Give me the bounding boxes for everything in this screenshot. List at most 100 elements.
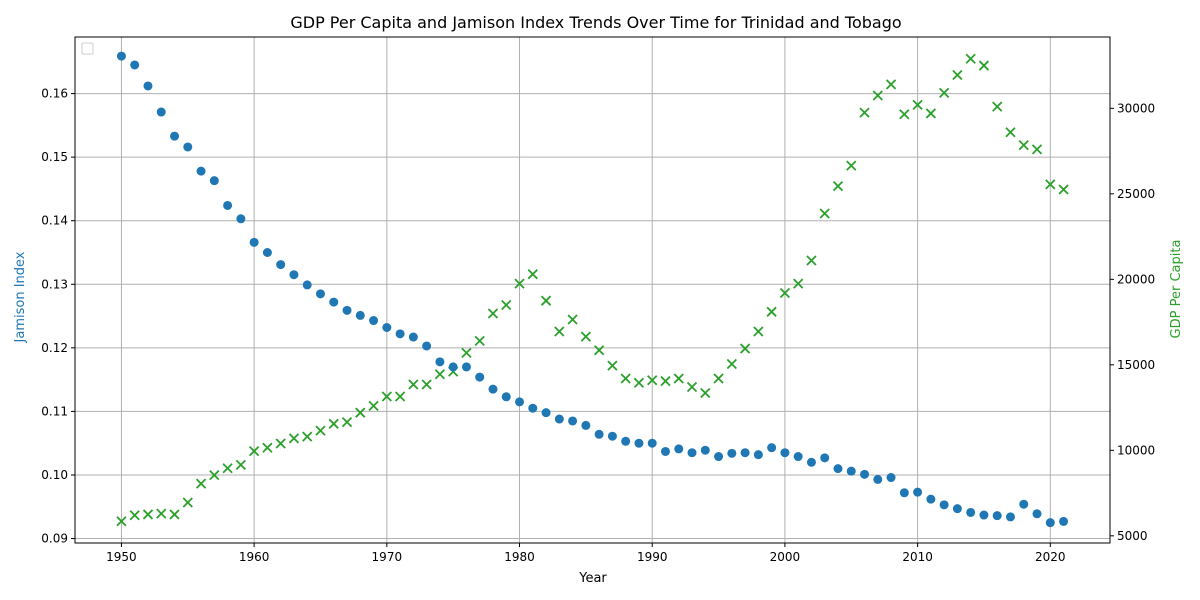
- jamison-point: [727, 448, 737, 458]
- jamison-point: [846, 466, 856, 476]
- jamison-point: [1019, 499, 1029, 509]
- jamison-point: [979, 510, 989, 520]
- y-left-tick-label: 0.16: [41, 87, 68, 101]
- jamison-point: [634, 438, 644, 448]
- gdp-point: [554, 326, 565, 337]
- y-axis-right: 5000 10000 15000 20000 25000 30000: [1110, 101, 1155, 543]
- gdp-point: [156, 508, 167, 519]
- gdp-point: [527, 269, 538, 280]
- x-axis-label: Year: [578, 571, 607, 586]
- jamison-point: [687, 448, 697, 458]
- gdp-point: [846, 160, 857, 171]
- y-right-tick-label: 5000: [1117, 529, 1148, 543]
- gdp-point: [885, 79, 897, 90]
- gdp-point: [461, 347, 472, 358]
- gdp-point: [355, 407, 366, 418]
- jamison-point: [302, 280, 312, 290]
- gdp-point: [700, 387, 711, 399]
- gdp-point: [487, 308, 499, 319]
- gdp-point: [593, 345, 605, 356]
- gdp-point: [806, 255, 817, 266]
- gdp-point: [328, 418, 339, 429]
- gdp-point: [474, 335, 485, 347]
- gdp-point: [262, 442, 273, 453]
- gdp-point: [938, 87, 950, 99]
- jamison-point: [647, 438, 657, 448]
- gdp-point: [341, 416, 353, 428]
- jamison-point: [806, 457, 816, 467]
- legend-box: [81, 42, 94, 55]
- x-tick-label: 1980: [504, 550, 535, 564]
- jamison-point: [714, 452, 724, 462]
- jamison-point: [913, 487, 923, 497]
- jamison-point: [939, 500, 949, 510]
- gdp-point: [248, 446, 260, 457]
- jamison-point: [886, 473, 896, 483]
- gdp-point: [620, 373, 631, 384]
- gdp-point: [408, 379, 419, 390]
- jamison-point: [966, 507, 976, 517]
- y-right-tick-label: 20000: [1117, 272, 1155, 286]
- jamison-point: [952, 504, 962, 514]
- gdp-per-capita-series: [116, 53, 1069, 527]
- jamison-point: [422, 341, 432, 351]
- gdp-point: [925, 108, 937, 119]
- jamison-point: [528, 403, 538, 413]
- gdp-point: [1031, 144, 1043, 155]
- jamison-point: [116, 51, 126, 61]
- jamison-point: [289, 270, 299, 280]
- x-tick-label: 1990: [637, 550, 668, 564]
- jamison-point: [1045, 518, 1055, 528]
- gdp-point: [992, 101, 1003, 112]
- gdp-point: [633, 377, 645, 388]
- y-axis-right-label: GDP Per Capita: [1169, 240, 1184, 339]
- plot-frame: [74, 36, 1111, 544]
- jamison-point: [554, 414, 564, 424]
- gdp-point: [1018, 139, 1029, 151]
- y-left-tick-label: 0.11: [41, 404, 68, 418]
- chart-title: GDP Per Capita and Jamison Index Trends …: [290, 13, 901, 32]
- y-left-tick-label: 0.15: [41, 150, 68, 164]
- y-left-tick-label: 0.13: [41, 277, 68, 291]
- y-left-tick-label: 0.12: [41, 341, 68, 355]
- gdp-point: [142, 509, 154, 520]
- jamison-point: [408, 332, 418, 342]
- gdp-point: [965, 53, 976, 64]
- jamison-point: [276, 260, 286, 270]
- jamison-point: [249, 237, 259, 247]
- jamison-index-series: [116, 51, 1069, 528]
- jamison-point: [833, 464, 843, 474]
- jamison-point: [369, 316, 379, 326]
- gdp-point: [753, 326, 764, 337]
- gdp-point: [209, 469, 220, 481]
- jamison-point: [568, 416, 578, 426]
- jamison-point: [660, 446, 670, 456]
- gdp-point: [434, 369, 446, 380]
- jamison-point: [448, 362, 458, 372]
- y-right-tick-label: 25000: [1117, 187, 1155, 201]
- gdp-point: [540, 295, 552, 306]
- y-left-tick-label: 0.14: [41, 214, 68, 228]
- jamison-point: [515, 397, 525, 407]
- gdp-point: [580, 331, 592, 342]
- jamison-point: [143, 81, 153, 91]
- x-tick-label: 2010: [902, 550, 933, 564]
- y-left-tick-label: 0.09: [41, 532, 68, 546]
- gdp-point: [793, 278, 804, 289]
- gdp-point: [567, 314, 578, 325]
- jamison-point: [820, 453, 830, 463]
- gdp-point: [872, 90, 883, 101]
- gdp-point: [381, 391, 392, 402]
- jamison-point: [475, 372, 485, 382]
- x-tick-label: 2020: [1035, 550, 1066, 564]
- gdp-point: [978, 60, 990, 71]
- jamison-point: [700, 445, 710, 455]
- jamison-point: [740, 448, 750, 458]
- jamison-point: [342, 305, 352, 315]
- gdp-point: [819, 208, 830, 219]
- jamison-point: [395, 329, 405, 339]
- gdp-point: [647, 375, 658, 386]
- gdp-point: [1005, 127, 1016, 138]
- y-right-tick-label: 30000: [1117, 101, 1155, 115]
- gdp-point: [315, 425, 326, 436]
